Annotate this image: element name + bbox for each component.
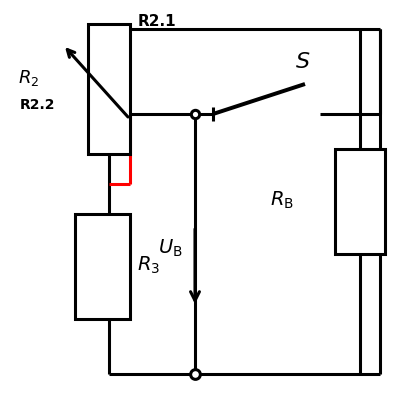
Text: R2.1: R2.1 — [138, 14, 177, 29]
Text: R2.2: R2.2 — [20, 98, 55, 112]
Text: $\mathit{R}_3$: $\mathit{R}_3$ — [137, 254, 160, 275]
Text: $\mathit{R}_{\mathrm{B}}$: $\mathit{R}_{\mathrm{B}}$ — [270, 189, 294, 210]
Bar — [335, 150, 385, 254]
Text: $\mathit{R}_2$: $\mathit{R}_2$ — [18, 68, 39, 88]
Text: $\mathit{U}_{\mathrm{B}}$: $\mathit{U}_{\mathrm{B}}$ — [158, 237, 183, 258]
Text: $\mathit{S}$: $\mathit{S}$ — [295, 52, 310, 72]
Bar — [75, 215, 130, 319]
Bar — [88, 25, 130, 155]
